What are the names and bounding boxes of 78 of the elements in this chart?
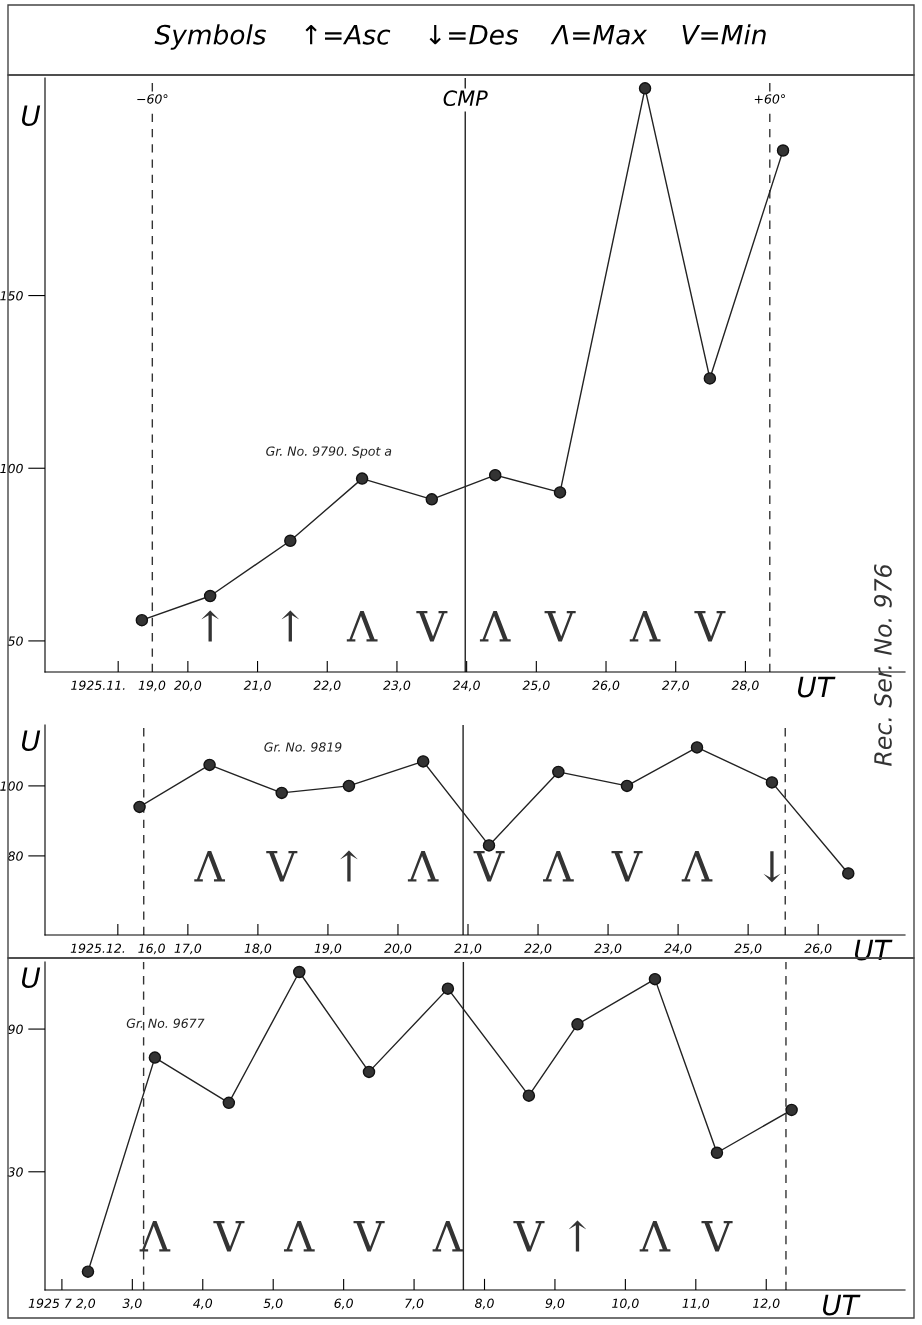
y-tick-label: 90 [8, 1024, 23, 1034]
x-tick-label: 1925.12. 16,0 [70, 943, 165, 955]
annotation: V [353, 1221, 385, 1252]
x-tick-label: 24,0 [452, 680, 480, 692]
x-tick-label: 22,0 [524, 943, 552, 955]
annotation: −60° [137, 94, 168, 104]
annotation: Λ [629, 611, 661, 642]
x-tick-label: 18,0 [244, 943, 272, 955]
annotation: Λ [407, 851, 439, 882]
x-tick-label: 4,0 [193, 1298, 213, 1310]
x-axis-title: UT [854, 939, 893, 961]
x-axis-title: UT [797, 676, 836, 698]
x-tick-label: 5,0 [263, 1298, 283, 1310]
x-axis-title: UT [822, 1294, 861, 1316]
text: Gr. No. 9790. Spot a [266, 446, 392, 459]
x-tick-label: 20,0 [384, 943, 412, 955]
x-tick-label: 25,0 [734, 943, 762, 955]
annotation: ↑ [201, 610, 219, 642]
annotation: V [544, 611, 576, 642]
annotation: Λ [639, 1221, 671, 1252]
annotation: Rec. Ser. No. 976 [873, 564, 892, 766]
x-tick-label: 1925 7 2,0 [28, 1298, 96, 1310]
annotation: +60° [754, 94, 785, 104]
x-tick-label: 17,0 [174, 943, 202, 955]
y-tick-label: 100 [0, 463, 23, 474]
annotation: CMP [443, 90, 488, 107]
annotation: V [513, 1221, 545, 1252]
annotation: Λ [681, 851, 713, 882]
chart-title: Symbols ↑=Asc ↓=Des Λ=Max V=Min [154, 24, 766, 50]
y-axis-title: U [21, 730, 41, 752]
x-tick-label: 23,0 [594, 943, 622, 955]
annotation: V [416, 611, 448, 642]
annotation: ↑ [281, 610, 299, 642]
x-tick-label: 19,0 [314, 943, 342, 955]
x-tick-label: 7,0 [405, 1298, 424, 1310]
annotation: Λ [543, 851, 574, 882]
x-tick-label: 20,0 [174, 680, 202, 692]
text: Gr. No. 9677 [126, 1018, 205, 1028]
x-tick-label: 24,0 [664, 943, 692, 955]
y-tick-label: 30 [7, 1167, 23, 1177]
annotation: Λ [139, 1221, 171, 1252]
x-tick-label: 10,0 [612, 1298, 639, 1310]
y-tick-label: 50 [7, 636, 23, 646]
y-axis-title: U [21, 967, 41, 989]
x-tick-label: 6,0 [334, 1298, 353, 1310]
annotation: Λ [194, 851, 226, 882]
x-tick-label: 12,0 [752, 1298, 780, 1310]
x-tick-label: 8,0 [474, 1298, 494, 1310]
x-tick-label: 27,0 [661, 680, 689, 692]
annotation: Λ [283, 1221, 315, 1252]
x-tick-label: 25,0 [522, 680, 550, 692]
annotation: Λ [346, 611, 378, 642]
x-tick-label: 28,0 [731, 680, 759, 692]
x-tick-label: 22,0 [313, 680, 341, 692]
annotation: V [473, 851, 505, 882]
annotation: V [694, 611, 726, 642]
annotation: ↑ [340, 850, 358, 882]
x-tick-label: 9,0 [545, 1298, 565, 1310]
text: Gr. No. 9819 [264, 742, 342, 752]
y-tick-label: 150 [0, 291, 23, 301]
y-axis-title: U [21, 105, 41, 127]
annotation: Λ [479, 611, 511, 642]
x-tick-label: 21,0 [454, 943, 482, 955]
annotation: ↓ [763, 851, 781, 883]
x-tick-label: 3,0 [122, 1298, 142, 1310]
annotation: ↑ [568, 1220, 586, 1252]
annotation: V [611, 851, 643, 882]
x-tick-label: 1925.11. 19,0 [71, 680, 166, 692]
annotation: V [266, 851, 298, 882]
x-tick-label: 26,0 [592, 680, 620, 692]
x-tick-label: 26,0 [804, 943, 832, 955]
y-tick-label: 100 [0, 781, 23, 791]
annotation: V [701, 1221, 733, 1252]
y-tick-label: 80 [7, 851, 23, 861]
x-tick-label: 23,0 [383, 680, 411, 692]
annotation: V [213, 1221, 245, 1252]
x-tick-label: 11,0 [682, 1298, 710, 1310]
x-tick-label: 21,0 [243, 680, 271, 692]
